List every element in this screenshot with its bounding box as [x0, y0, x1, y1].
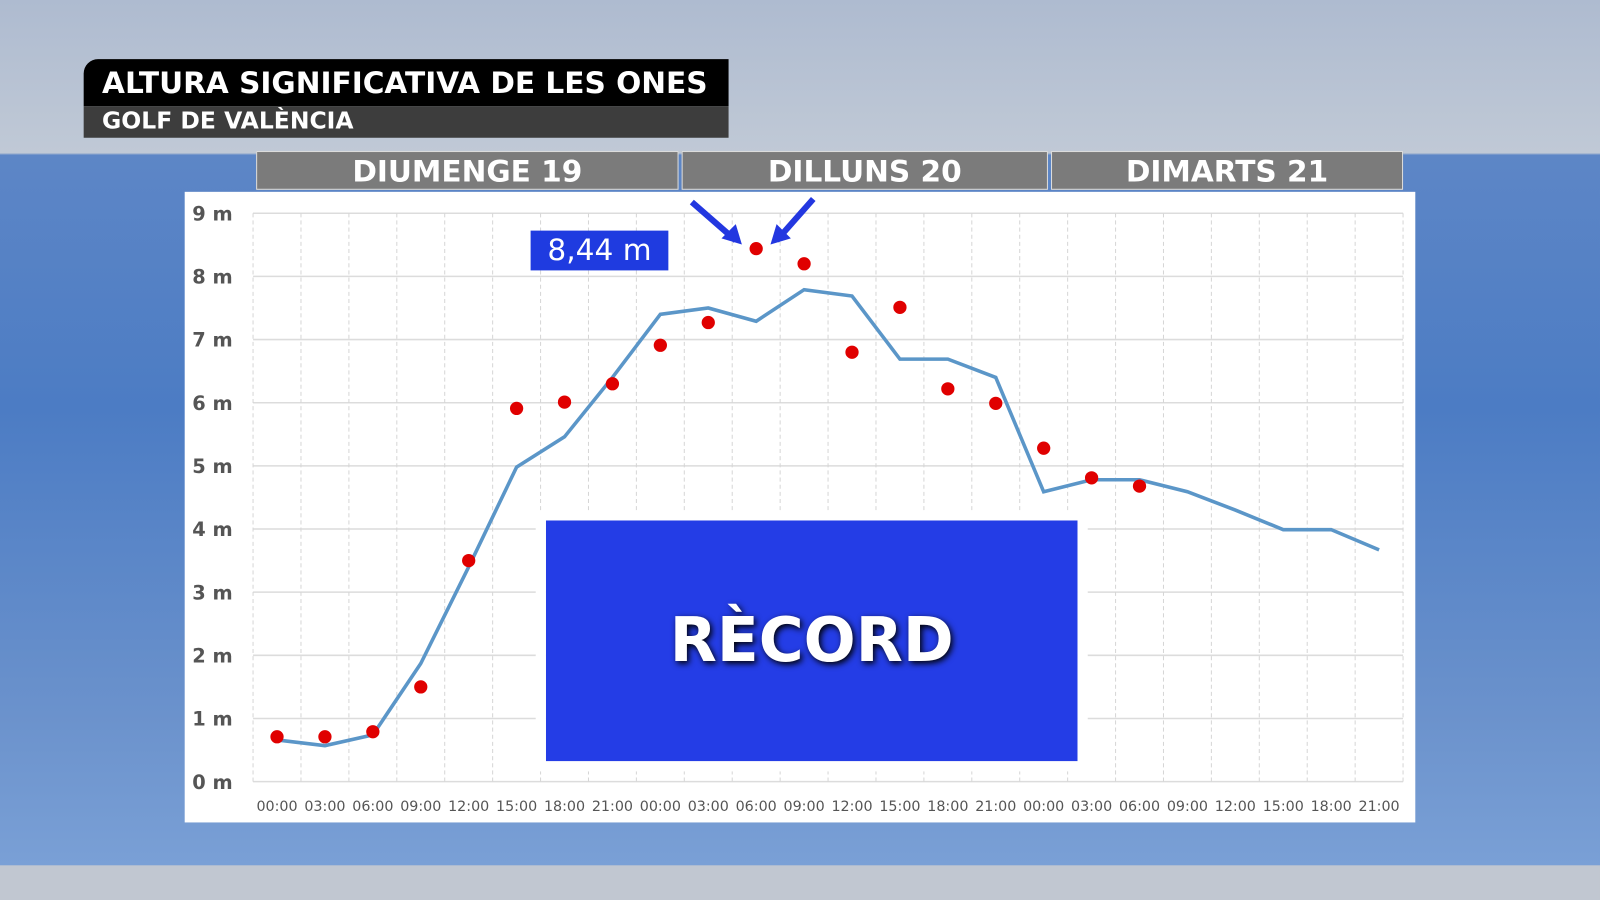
x-tick-label: 15:00 [496, 799, 537, 815]
x-tick-label: 09:00 [1167, 799, 1208, 815]
observed-point [845, 345, 859, 359]
page-subtitle: GOLF DE VALÈNCIA [83, 106, 729, 138]
observed-point [893, 300, 907, 314]
y-tick-label: 3 m [192, 581, 232, 604]
observed-point [1037, 441, 1051, 455]
observed-point [701, 315, 715, 330]
y-tick-label: 8 m [192, 266, 232, 289]
observed-point [270, 730, 284, 744]
x-tick-label: 00:00 [640, 799, 681, 815]
observed-point [941, 382, 955, 396]
observed-point [557, 395, 572, 409]
observed-point [1132, 479, 1147, 493]
x-tick-label: 12:00 [448, 799, 489, 815]
record-banner: RÈCORD [535, 510, 1088, 772]
y-tick-label: 2 m [192, 644, 232, 667]
y-tick-label: 0 m [192, 771, 232, 794]
day-header-sunday: DIUMENGE 19 [256, 151, 679, 190]
x-tick-label: 09:00 [400, 799, 441, 815]
day-header-monday: DILLUNS 20 [681, 151, 1048, 190]
observed-point [749, 241, 763, 256]
x-tick-label: 18:00 [1311, 799, 1352, 815]
observed-point [366, 725, 380, 739]
x-tick-label: 03:00 [304, 799, 345, 815]
x-tick-label: 18:00 [544, 799, 585, 815]
observed-point [989, 396, 1003, 410]
observed-point [605, 377, 620, 391]
observed-point [414, 680, 428, 694]
observed-point [797, 257, 811, 271]
x-tick-label: 18:00 [927, 799, 968, 815]
x-tick-label: 06:00 [1119, 799, 1160, 815]
x-tick-label: 00:00 [256, 799, 297, 815]
page-title: ALTURA SIGNIFICATIVA DE LES ONES [83, 59, 729, 107]
observed-point [1084, 471, 1099, 485]
x-tick-label: 00:00 [1023, 799, 1064, 815]
arrow-left-head [721, 224, 742, 245]
x-tick-label: 03:00 [688, 799, 729, 815]
observed-point [509, 401, 524, 416]
x-tick-label: 21:00 [592, 799, 633, 815]
forecast-line [276, 287, 1380, 748]
x-tick-label: 12:00 [1215, 799, 1256, 815]
arrow-right-head [770, 224, 791, 245]
y-tick-label: 4 m [192, 518, 232, 541]
y-tick-label: 5 m [192, 455, 232, 478]
x-tick-label: 15:00 [1263, 799, 1304, 815]
x-tick-label: 12:00 [831, 799, 872, 815]
bottom-band [0, 865, 1600, 900]
x-tick-label: 15:00 [879, 799, 920, 815]
observed-point [653, 338, 667, 352]
day-header-tuesday: DIMARTS 21 [1051, 151, 1404, 190]
x-tick-label: 03:00 [1071, 799, 1112, 815]
x-tick-label: 21:00 [1359, 799, 1400, 815]
x-tick-label: 09:00 [784, 799, 825, 815]
observed-point [318, 730, 332, 744]
y-tick-label: 1 m [192, 708, 232, 731]
observed-point [462, 553, 476, 568]
peak-value-label: 8,44 m [530, 230, 669, 271]
y-tick-label: 9 m [192, 202, 232, 225]
x-tick-label: 21:00 [975, 799, 1016, 815]
x-tick-label: 06:00 [736, 799, 777, 815]
x-tick-label: 06:00 [352, 799, 393, 815]
y-tick-label: 7 m [192, 329, 232, 352]
y-tick-label: 6 m [192, 392, 232, 415]
